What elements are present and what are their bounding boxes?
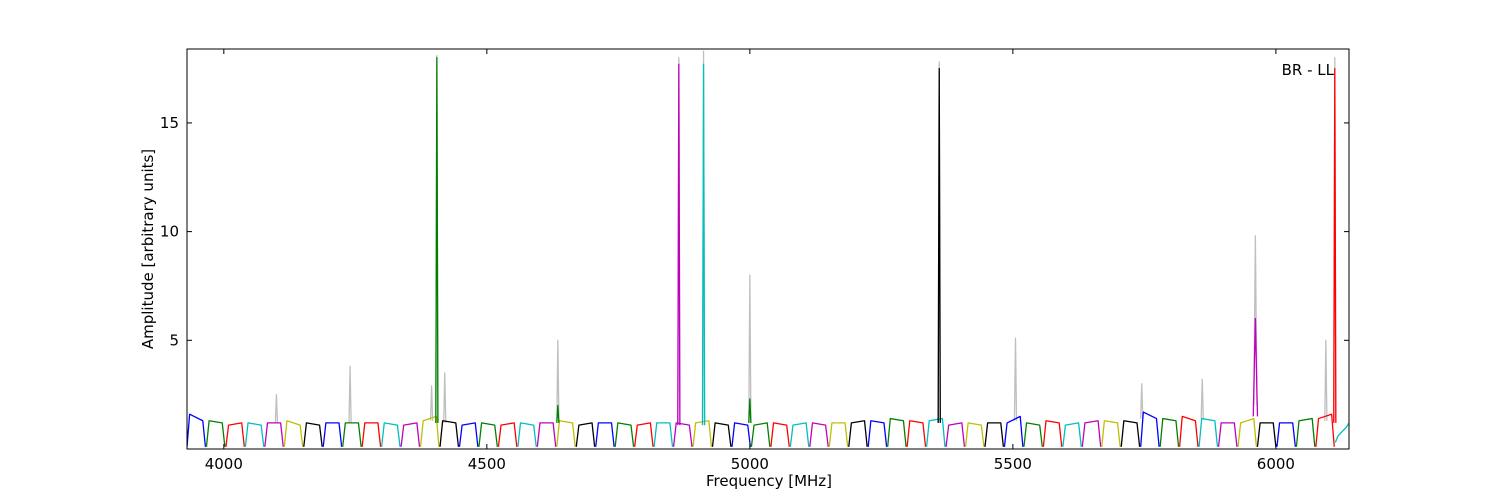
series-line	[1333, 67, 1337, 423]
series-line	[380, 422, 401, 447]
series-line	[1003, 415, 1024, 447]
x-tick-label: 5500	[994, 455, 1032, 473]
series-line	[1042, 420, 1063, 447]
annotation: BR - LL	[1282, 61, 1335, 79]
series-line	[789, 422, 810, 447]
series-line	[283, 420, 304, 447]
y-tick-label: 5	[169, 331, 179, 349]
series-line	[556, 404, 560, 423]
series-line	[701, 63, 706, 426]
series-line	[1101, 420, 1121, 447]
y-tick-label: 10	[160, 223, 179, 241]
series-line	[478, 422, 499, 447]
series-line	[322, 422, 343, 447]
series-line	[1198, 417, 1219, 447]
x-tick-label: 4000	[205, 455, 243, 473]
series-line	[1315, 413, 1335, 447]
series-line	[677, 63, 681, 426]
series-line	[945, 422, 966, 447]
series-line	[439, 420, 460, 447]
series-line	[887, 417, 907, 447]
series-line	[1023, 422, 1043, 447]
series-line	[906, 420, 927, 447]
series-line	[634, 422, 654, 447]
series-line	[497, 422, 518, 447]
plot-lines	[187, 50, 1349, 447]
series-line	[828, 422, 849, 447]
series-line	[1334, 422, 1349, 443]
series-line	[1062, 422, 1082, 447]
series-line	[1217, 422, 1238, 447]
series-line	[419, 415, 440, 447]
series-line	[1081, 420, 1102, 447]
y-tick-label: 15	[160, 114, 179, 132]
series-line	[536, 422, 557, 447]
plot-frame	[186, 48, 1350, 450]
series-line	[303, 422, 323, 447]
x-axis-label: Frequency [MHz]	[706, 472, 832, 490]
series-line	[731, 422, 752, 447]
series-line	[1120, 420, 1141, 447]
series-line	[274, 50, 1337, 426]
series-line	[809, 422, 829, 447]
x-tick-label: 5000	[731, 455, 769, 473]
series-line	[1237, 417, 1258, 447]
series-line	[435, 57, 439, 423]
series-line	[595, 422, 615, 447]
series-line	[925, 417, 946, 447]
x-tick-label: 4500	[468, 455, 506, 473]
series-line	[1256, 422, 1277, 447]
series-line	[964, 422, 985, 447]
series-line	[187, 413, 207, 447]
series-line	[361, 422, 382, 447]
series-line	[1159, 417, 1180, 447]
series-line	[748, 398, 752, 423]
series-line	[614, 422, 635, 447]
series-line	[672, 422, 693, 447]
series-line	[984, 422, 1005, 447]
series-line	[342, 422, 362, 447]
series-line	[711, 422, 732, 447]
series-line	[517, 422, 537, 447]
series-line	[1252, 317, 1259, 417]
series-line	[264, 422, 284, 447]
y-axis-label: Amplitude [arbitrary units]	[139, 149, 157, 349]
series-line	[653, 422, 674, 447]
series-line	[848, 420, 868, 447]
series-line	[1178, 415, 1199, 447]
series-line	[937, 67, 941, 423]
series-line	[1295, 417, 1316, 447]
series-line	[225, 422, 245, 447]
series-line	[1140, 411, 1160, 447]
series-line	[750, 422, 771, 447]
x-tick-label: 6000	[1257, 455, 1295, 473]
series-line	[205, 420, 226, 447]
series-line	[867, 420, 888, 447]
series-line	[575, 422, 596, 447]
series-line	[770, 422, 790, 447]
series-line	[458, 422, 479, 447]
series-line	[400, 422, 421, 447]
series-line	[1276, 422, 1296, 447]
series-line	[244, 422, 265, 447]
series-line	[556, 420, 576, 447]
